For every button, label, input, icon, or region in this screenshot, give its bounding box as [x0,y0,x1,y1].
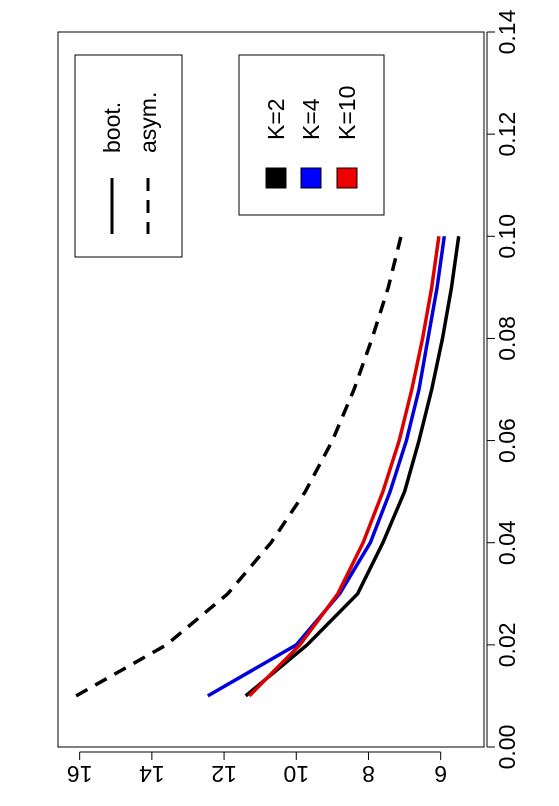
x-tick-label: 0.10 [494,214,520,259]
legend-color-swatch [300,167,322,189]
x-tick-label: 0.12 [494,112,520,157]
legend-color-label: K=4 [298,98,324,140]
y-tick-label: 6 [434,761,447,787]
y-tick-label: 14 [139,761,165,787]
legend-line-label: asym. [135,92,161,153]
legend-color-label: K=10 [334,86,360,140]
legend-color-label: K=2 [263,98,289,140]
y-tick-label: 12 [211,761,237,787]
legend-colors: K=2 K=4 K=10 [238,54,385,216]
legend-color-swatch [265,167,287,189]
x-tick-label: 0.14 [494,9,520,54]
x-tick-label: 0.00 [494,725,520,770]
y-tick-label: 16 [67,761,93,787]
y-tick-label: 10 [283,761,309,787]
legend-color-swatch [336,167,358,189]
x-tick-label: 0.02 [494,622,520,667]
legend-line-types: boot. asym. [74,54,183,258]
series-line-2 [248,236,441,698]
legend-line-types-box [74,54,183,258]
plot-frame [57,31,485,748]
x-tick-label: 0.06 [494,418,520,463]
x-tick-label: 0.08 [494,316,520,361]
series-line-0 [244,236,461,698]
series-line-3 [75,235,403,698]
y-tick-label: 8 [362,761,375,787]
x-tick-label: 0.04 [494,520,520,565]
legend-line-label: boot. [99,102,125,153]
